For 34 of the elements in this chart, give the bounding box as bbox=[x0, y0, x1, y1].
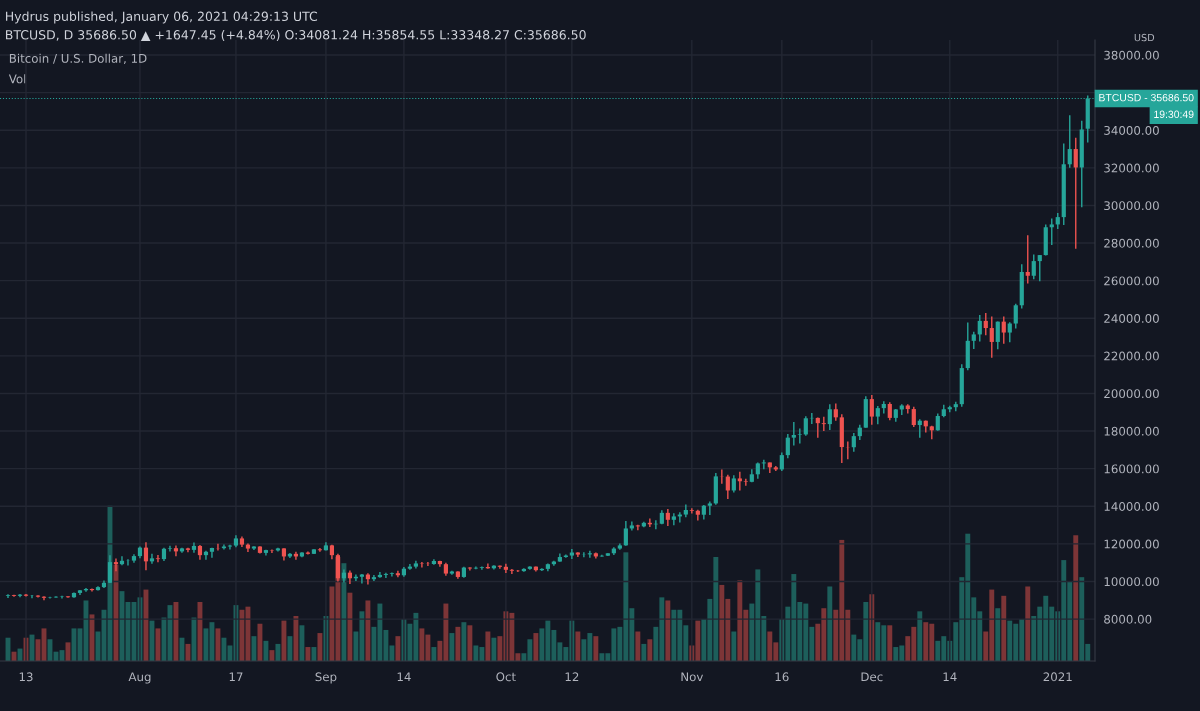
y-tick-label: 14000.00 bbox=[1104, 501, 1159, 511]
y-tick-label: 34000.00 bbox=[1104, 125, 1159, 135]
x-tick-label: Oct bbox=[496, 672, 516, 682]
x-tick-label: 14 bbox=[943, 672, 957, 682]
x-tick-label: Sep bbox=[315, 672, 337, 684]
text: 19:30:49 bbox=[1154, 110, 1194, 118]
y-tick-label: 28000.00 bbox=[1104, 238, 1159, 248]
x-tick-label: 14 bbox=[397, 672, 411, 682]
y-tick-label: 18000.00 bbox=[1104, 426, 1159, 436]
y-tick-label: 22000.00 bbox=[1104, 351, 1159, 361]
annotation: BTCUSD, D 35686.50 ▲ +1647.45 (+4.84%) O:34081.24 H:35854.55 L:33348.27 C:35686.50 bbox=[6, 29, 586, 42]
x-tick-label: 17 bbox=[229, 672, 243, 682]
y-tick-label: 10000.00 bbox=[1104, 577, 1159, 587]
text: Bitcoin / U.S. Dollar, 1D bbox=[9, 53, 147, 64]
chart-title: Vol bbox=[8, 74, 26, 84]
y-tick-label: 24000.00 bbox=[1104, 313, 1159, 323]
y-axis-title: USD bbox=[1134, 33, 1155, 42]
y-tick-label: 20000.00 bbox=[1104, 389, 1159, 399]
y-tick-label: 32000.00 bbox=[1104, 163, 1159, 173]
text: Hydrus published, January 06, 2021 04:29:13 UTC bbox=[6, 11, 318, 24]
x-tick-label: 13 bbox=[19, 672, 33, 682]
x-tick-label: Nov bbox=[681, 672, 704, 682]
x-tick-label: 16 bbox=[775, 672, 789, 682]
x-tick-label: 2021 bbox=[1043, 672, 1072, 682]
y-tick-label: 12000.00 bbox=[1104, 539, 1159, 549]
y-tick-label: 30000.00 bbox=[1104, 201, 1159, 211]
y-tick-label: 26000.00 bbox=[1104, 276, 1159, 286]
x-tick-label: Aug bbox=[128, 672, 151, 684]
x-tick-label: 12 bbox=[565, 672, 579, 682]
ref-line-label: BTCUSD - 35686.50 bbox=[1099, 93, 1194, 102]
y-tick-label: 16000.00 bbox=[1104, 464, 1159, 474]
y-tick-label: 38000.00 bbox=[1104, 50, 1159, 60]
x-tick-label: Dec bbox=[861, 672, 883, 682]
y-tick-label: 8000.00 bbox=[1104, 614, 1152, 624]
